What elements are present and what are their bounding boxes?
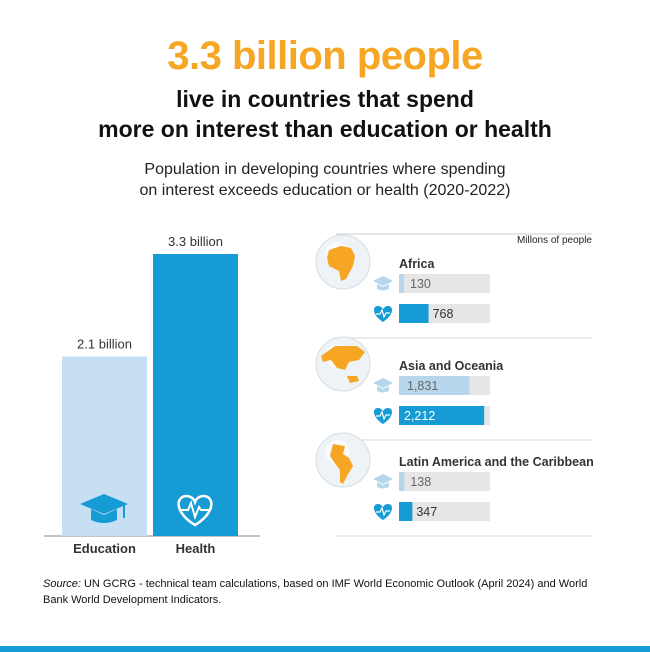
pulse-small (376, 506, 390, 517)
description-line-2: on interest exceeds education or health … (139, 182, 511, 199)
pulse-small (376, 410, 390, 421)
health-value-label-2: 347 (416, 505, 437, 519)
description-line-1: Population in developing countries where… (144, 161, 506, 178)
bar-health (153, 254, 238, 536)
pulse-line (181, 500, 209, 521)
globe-landmass (321, 346, 365, 383)
health-bar-0 (399, 304, 429, 323)
education-bar-2 (399, 472, 405, 491)
health-value-label-1: 2,212 (404, 409, 435, 423)
heart-pulse-icon (373, 306, 393, 322)
region-label-0: Africa (399, 257, 435, 271)
category-label-education: Education (73, 541, 136, 556)
heart-pulse-icon (373, 408, 393, 424)
bar-value-label-health: 3.3 billion (168, 234, 223, 249)
education-bar-0 (399, 274, 405, 293)
education-bar-1 (399, 376, 470, 395)
cap-base-small (377, 284, 389, 291)
health-value-label-0: 768 (433, 307, 454, 321)
cap-board (80, 494, 128, 514)
health-bar-1 (399, 406, 485, 425)
heart-pulse-icon (177, 494, 213, 527)
chart-area: 2.1 billion Education 3.3 billion Health Mil… (44, 233, 594, 556)
education-track-2 (399, 472, 490, 491)
graduation-cap-icon (373, 276, 393, 291)
cap-board-small (373, 378, 393, 388)
globe-landmass (330, 444, 353, 484)
globe-asia-icon (315, 336, 371, 392)
source-note: Source: UN GCRG - technical team calcula… (43, 576, 613, 608)
education-track-0 (399, 274, 490, 293)
globe-africa-icon (315, 234, 371, 290)
education-value-label-0: 130 (410, 277, 431, 291)
source-text: UN GCRG - technical team calculations, b… (43, 578, 588, 606)
pulse-small (376, 308, 390, 319)
cap-board-small (373, 276, 393, 286)
health-track-2 (399, 502, 490, 521)
heart-outline (177, 494, 213, 527)
health-bar-2 (399, 502, 413, 521)
graduation-cap-icon (373, 474, 393, 489)
globe-americas-icon (315, 432, 371, 488)
cap-base-small (377, 386, 389, 393)
region-label-2: Latin America and the Caribbean (399, 455, 594, 469)
cap-board-small (373, 474, 393, 484)
headline: 3.3 billion people (167, 34, 483, 78)
source-prefix: Source: (43, 578, 81, 590)
education-value-label-1: 1,831 (407, 379, 438, 393)
subtitle-line-1: live in countries that spend (176, 86, 474, 112)
graduation-cap-icon (373, 378, 393, 393)
category-label-health: Health (176, 541, 216, 556)
bar-value-label-education: 2.1 billion (77, 337, 132, 352)
cap-base-small (377, 482, 389, 489)
heart-pulse-icon (373, 504, 393, 520)
globe-landmass (327, 246, 355, 281)
education-value-label-2: 138 (410, 475, 431, 489)
cap-base (91, 509, 117, 523)
bottom-accent-bar (0, 646, 650, 652)
graduation-cap-icon (80, 494, 128, 523)
subtitle-line-2: more on interest than education or healt… (98, 116, 552, 142)
unit-label: Millons of people (517, 235, 592, 246)
region-label-1: Asia and Oceania (399, 359, 504, 373)
